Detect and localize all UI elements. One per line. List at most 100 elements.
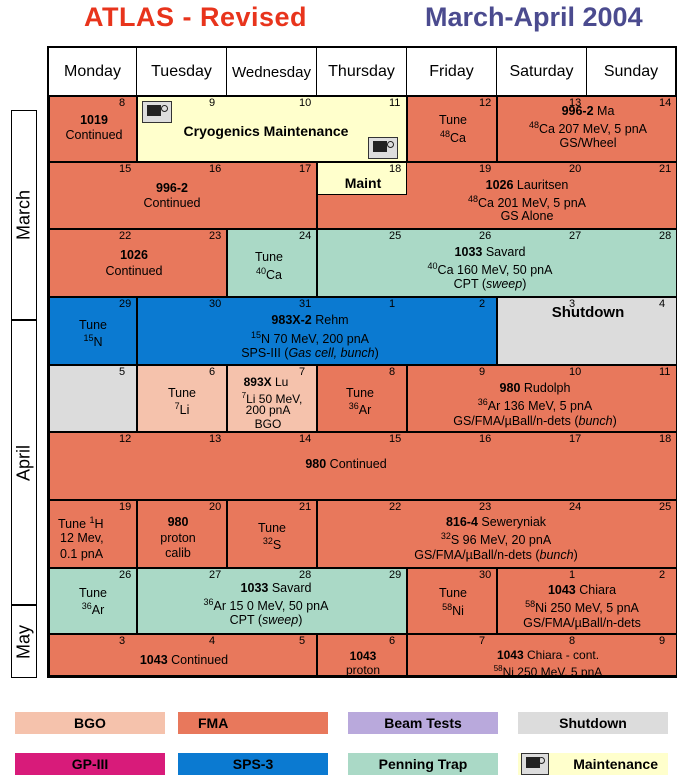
- event-1026-lauritsen[interactable]: 1026 Lauritsen 48Ca 201 MeV, 5 pnA GS Al…: [407, 162, 677, 229]
- date-number: 24: [569, 501, 582, 513]
- date-number: 30: [479, 569, 492, 581]
- date-number: 14: [659, 97, 672, 109]
- date-number: 16: [479, 433, 492, 445]
- event-1026-lead[interactable]: [317, 195, 407, 229]
- date-number: 19: [119, 501, 132, 513]
- date-number: 12: [479, 97, 492, 109]
- schedule-period: March-April 2004: [425, 2, 643, 32]
- date-number: 7: [299, 366, 306, 378]
- event-tune-32s[interactable]: Tune 32S: [227, 500, 317, 568]
- event-1043-continued[interactable]: 1043 Continued: [49, 634, 317, 676]
- date-number: 2: [659, 569, 666, 581]
- month-label-april: April: [11, 320, 37, 605]
- date-number: 28: [659, 230, 672, 242]
- date-number: 23: [209, 230, 222, 242]
- date-number: 15: [389, 433, 402, 445]
- date-number: 11: [389, 97, 401, 109]
- event-1019[interactable]: 1019 Continued: [49, 96, 137, 162]
- event-1033-savard[interactable]: 1033 Savard 40Ca 160 MeV, 50 pnA CPT (sw…: [317, 229, 677, 297]
- day-header-thursday: Thursday: [317, 48, 407, 96]
- event-tune-7li[interactable]: Tune 7Li: [137, 365, 227, 432]
- event-shutdown[interactable]: Shutdown: [497, 297, 677, 365]
- date-number: 3: [569, 298, 576, 310]
- date-number: 5: [299, 635, 306, 647]
- date-number: 3: [119, 635, 126, 647]
- date-number: 25: [659, 501, 672, 513]
- event-996-2-continued[interactable]: 996-2 Continued: [49, 162, 317, 229]
- day-header-saturday: Saturday: [497, 48, 587, 96]
- event-tune-48ca[interactable]: Tune 48Ca: [407, 96, 497, 162]
- date-number: 8: [389, 366, 396, 378]
- event-maint[interactable]: Maint: [317, 162, 407, 195]
- date-number: 16: [209, 163, 222, 175]
- event-tune-36ar[interactable]: Tune 36Ar: [317, 365, 407, 432]
- day-header-wednesday: Wednesday: [227, 48, 317, 96]
- day-header-tuesday: Tuesday: [137, 48, 227, 96]
- date-number: 22: [119, 230, 132, 242]
- date-number: 22: [389, 501, 402, 513]
- date-number: 14: [299, 433, 312, 445]
- date-number: 6: [209, 366, 216, 378]
- legend-shutdown: Shutdown: [518, 712, 668, 734]
- legend-maintenance: Maintenance: [518, 753, 668, 775]
- date-number: 21: [659, 163, 672, 175]
- event-tune-1h[interactable]: Tune 1H 12 Mev, 0.1 pnA: [49, 500, 137, 568]
- date-number: 29: [119, 298, 132, 310]
- date-number: 13: [209, 433, 222, 445]
- date-number: 12: [119, 433, 132, 445]
- month-label-march: March: [11, 110, 37, 320]
- date-number: 17: [299, 163, 312, 175]
- event-tune-58ni[interactable]: Tune 58Ni: [407, 568, 497, 634]
- month-label-may: May: [11, 605, 37, 678]
- event-1043-chiara-cont[interactable]: 1043 Chiara - cont. 58Ni 250 MeV, 5 pnA: [407, 634, 677, 676]
- date-number: 23: [479, 501, 492, 513]
- event-1026-continued[interactable]: 1026 Continued: [49, 229, 227, 297]
- equipment-monitor-icon: [142, 101, 172, 123]
- date-number: 9: [479, 366, 486, 378]
- date-number: 27: [569, 230, 582, 242]
- event-shutdown-monday: [49, 365, 137, 432]
- event-cryogenics-maintenance[interactable]: Cryogenics Maintenance: [137, 96, 407, 162]
- date-number: 4: [659, 298, 666, 310]
- day-header-friday: Friday: [407, 48, 497, 96]
- date-number: 1: [569, 569, 576, 581]
- date-number: 25: [389, 230, 402, 242]
- event-996-2[interactable]: 996-2 Ma 48Ca 207 MeV, 5 pnA GS/Wheel: [497, 96, 677, 162]
- date-number: 10: [569, 366, 582, 378]
- date-number: 10: [299, 97, 312, 109]
- event-816-4-seweryniak[interactable]: 816-4 Seweryniak 32S 96 MeV, 20 pnA GS/F…: [317, 500, 677, 568]
- date-number: 13: [569, 97, 582, 109]
- event-980-continued[interactable]: 980 Continued: [49, 432, 677, 500]
- date-number: 30: [209, 298, 222, 310]
- legend-sps-3: SPS-3: [178, 753, 328, 775]
- date-number: 7: [479, 635, 486, 647]
- date-number: 18: [659, 433, 672, 445]
- date-number: 15: [119, 163, 132, 175]
- event-1043-chiara[interactable]: 1043 Chiara 58Ni 250 MeV, 5 pnA GS/FMA/µ…: [497, 568, 677, 634]
- event-1033-savard-b[interactable]: 1033 Savard 36Ar 15 0 MeV, 50 pnA CPT (s…: [137, 568, 407, 634]
- date-number: 9: [209, 97, 216, 109]
- legend-beam-tests: Beam Tests: [348, 712, 498, 734]
- legend-fma: FMA: [178, 712, 328, 734]
- date-number: 1: [389, 298, 396, 310]
- date-number: 11: [659, 366, 671, 378]
- event-980-rudolph[interactable]: 980 Rudolph 36Ar 136 MeV, 5 pnA GS/FMA/µ…: [407, 365, 677, 432]
- date-number: 4: [209, 635, 216, 647]
- date-number: 20: [209, 501, 222, 513]
- event-980-proton-calib[interactable]: 980 proton calib: [137, 500, 227, 568]
- event-983x-2-rehm[interactable]: 983X-2 Rehm 15N 70 MeV, 200 pnA SPS-III …: [137, 297, 497, 365]
- day-header-sunday: Sunday: [587, 48, 675, 96]
- date-number: 28: [299, 569, 312, 581]
- date-number: 26: [479, 230, 492, 242]
- date-number: 21: [299, 501, 312, 513]
- schedule-title: ATLAS - Revised: [84, 2, 308, 32]
- date-number: 26: [119, 569, 132, 581]
- date-number: 5: [119, 366, 126, 378]
- event-tune-15n[interactable]: Tune 15N: [49, 297, 137, 365]
- date-number: 24: [299, 230, 312, 242]
- event-893x-lu[interactable]: 893X Lu 7Li 50 MeV, 200 pnA BGO: [227, 365, 317, 432]
- date-number: 31: [299, 298, 312, 310]
- event-tune-40ca[interactable]: Tune 40Ca: [227, 229, 317, 297]
- event-tune-36ar-b[interactable]: Tune 36Ar: [49, 568, 137, 634]
- event-1043-proton-calib[interactable]: 1043 proton: [317, 634, 407, 676]
